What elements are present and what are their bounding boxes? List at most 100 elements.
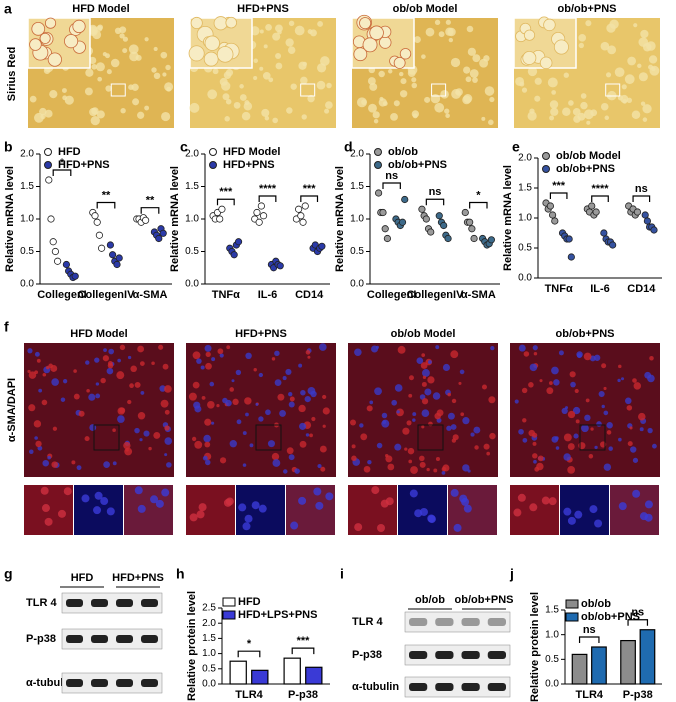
- nucleus: [123, 441, 131, 450]
- legend-marker: [44, 161, 52, 169]
- nucleus: [288, 401, 295, 408]
- nucleus: [590, 427, 594, 431]
- nucleus: [630, 446, 637, 453]
- image-title: ob/ob Model: [391, 328, 456, 340]
- nucleus: [164, 425, 170, 431]
- nucleus: [203, 434, 211, 443]
- nucleus: [407, 447, 415, 455]
- nucleus: [207, 400, 215, 409]
- nucleus: [103, 348, 107, 352]
- image-title: ob/ob Model: [393, 3, 458, 15]
- legend-label: ob/ob+PNS: [581, 611, 640, 623]
- nucleus: [360, 433, 368, 441]
- vacuole: [421, 54, 426, 59]
- nucleus: [86, 389, 90, 393]
- nucleus: [376, 442, 383, 449]
- data-point: [401, 195, 409, 204]
- y-axis-label: Relative mRNA level: [502, 165, 514, 271]
- vacuole: [96, 25, 103, 32]
- vacuole: [307, 29, 313, 34]
- legend-label: HFD Model: [223, 146, 280, 158]
- nucleus: [41, 504, 50, 513]
- vacuole: [239, 94, 247, 101]
- nucleus: [137, 504, 146, 513]
- nucleus: [633, 382, 642, 390]
- sig-bracket: [300, 195, 319, 202]
- y-tick-label: 2.0: [518, 153, 532, 164]
- vacuole: [131, 83, 139, 91]
- y-tick-label: 1.5: [350, 181, 364, 192]
- inset-cell: [353, 47, 368, 62]
- nucleus: [35, 440, 42, 448]
- nucleus: [406, 420, 412, 426]
- nucleus: [533, 459, 537, 464]
- vacuole: [642, 104, 652, 114]
- roi-box: [417, 424, 444, 451]
- nucleus: [396, 410, 400, 414]
- vacuole: [275, 53, 282, 60]
- data-point: [565, 235, 573, 243]
- lane-group: HFD+PNS: [112, 572, 164, 584]
- x-tick-label: TNFα: [212, 289, 240, 301]
- sig-label: ***: [219, 186, 233, 198]
- nucleus: [242, 431, 247, 436]
- legend-marker: [542, 152, 550, 160]
- inset-cell: [216, 46, 234, 63]
- data-point: [633, 208, 642, 216]
- nucleus: [134, 486, 143, 495]
- vacuole: [399, 71, 404, 77]
- nucleus: [551, 366, 559, 375]
- vacuole: [105, 85, 112, 92]
- legend-label: HFD+PNS: [58, 159, 110, 171]
- vacuole: [285, 38, 294, 47]
- nucleus: [38, 388, 43, 393]
- y-tick-label: 2.0: [202, 618, 216, 629]
- nucleus: [42, 372, 47, 377]
- vacuole: [259, 66, 264, 71]
- nucleus: [288, 392, 293, 397]
- vacuole: [445, 113, 450, 119]
- nucleus: [435, 456, 440, 462]
- data-point: [466, 218, 474, 226]
- y-tick-label: 0.0: [20, 279, 34, 290]
- nucleus: [103, 461, 110, 468]
- x-tick-label: CD14: [627, 283, 656, 295]
- nucleus: [95, 382, 100, 386]
- nucleus: [488, 396, 496, 404]
- bar: [229, 660, 247, 685]
- vacuole: [424, 96, 431, 103]
- blot-label: P-p38: [26, 633, 56, 645]
- nucleus: [621, 377, 625, 381]
- x-tick-label: TNFα: [545, 283, 573, 295]
- nucleus: [62, 379, 68, 384]
- nucleus: [161, 488, 170, 497]
- nucleus: [272, 459, 281, 467]
- sig-label: ns: [385, 170, 398, 182]
- vacuole: [372, 111, 380, 119]
- y-tick-label: 1.5: [545, 605, 559, 616]
- data-point: [299, 218, 307, 226]
- nucleus: [574, 510, 583, 519]
- x-tick-label: TLR4: [576, 689, 604, 701]
- y-tick-label: 0.0: [350, 279, 364, 290]
- data-point: [218, 205, 226, 213]
- nucleus: [322, 394, 327, 400]
- x-tick-label: CollegenIV: [78, 289, 136, 301]
- nucleus: [626, 405, 633, 411]
- nucleus: [249, 443, 254, 448]
- vacuole: [425, 27, 435, 37]
- panel-label: g: [4, 566, 13, 582]
- panel-label: a: [4, 1, 12, 17]
- nucleus: [585, 398, 590, 403]
- nucleus: [377, 523, 386, 532]
- nucleus: [435, 345, 440, 350]
- nucleus: [450, 488, 459, 497]
- sig-label: ns: [635, 183, 648, 195]
- nucleus: [100, 377, 106, 384]
- nucleus: [140, 391, 145, 395]
- nucleus: [450, 424, 457, 430]
- nucleus: [44, 517, 53, 526]
- vacuole: [268, 77, 274, 83]
- x-tick-label: TLR4: [235, 689, 263, 701]
- inset-cell: [29, 38, 42, 51]
